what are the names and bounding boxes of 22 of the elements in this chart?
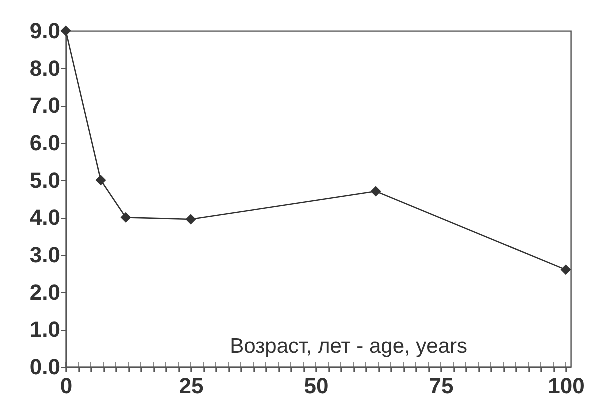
x-tick-label: 75 (429, 374, 454, 398)
y-tick-label: 6.0 (30, 130, 60, 156)
point (96, 175, 106, 186)
y-tick-label: 3.0 (30, 242, 60, 268)
y-tick-label: 5.0 (30, 168, 60, 193)
point (560, 264, 572, 276)
point (370, 186, 382, 197)
y-tick-label: 0.0 (30, 354, 60, 380)
x-tick-label: 50 (304, 374, 329, 398)
x-tick-label: 100 (548, 374, 585, 398)
x-tick-label: 0 (60, 374, 73, 398)
x-tick-label: 25 (179, 374, 204, 398)
point (120, 212, 132, 223)
y-tick-label: 2.0 (30, 280, 60, 305)
point (60, 26, 72, 36)
y-tick-label: 9.0 (30, 18, 60, 44)
point (186, 214, 196, 225)
y-tick-label: 1.0 (30, 317, 60, 342)
y-tick-label: 7.0 (30, 93, 60, 118)
x-axis-title: Возраст, лет - age, years (230, 335, 468, 358)
y-tick-label: 4.0 (30, 205, 60, 230)
y-tick-label: 8.0 (30, 56, 60, 81)
